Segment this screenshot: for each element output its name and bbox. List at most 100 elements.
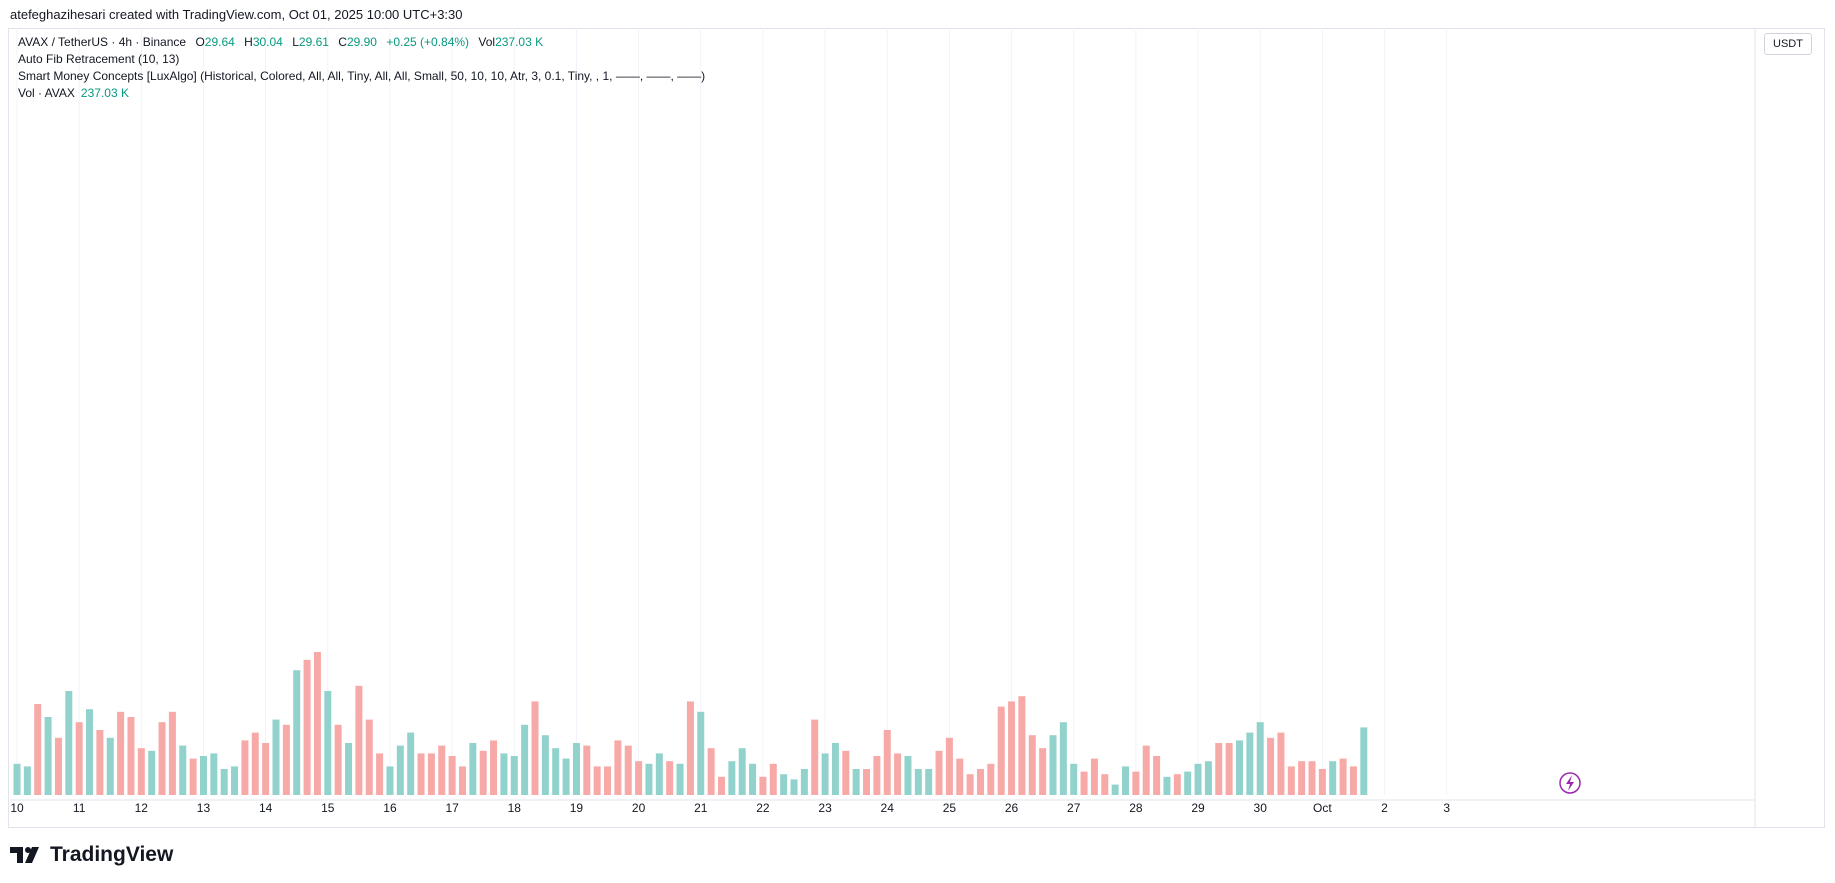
time-tick-label: 22 — [756, 801, 770, 815]
tradingview-brand: TradingView — [50, 843, 174, 866]
time-tick-label: 23 — [818, 801, 832, 815]
time-tick-label: 10 — [10, 801, 24, 815]
volume-bar — [1090, 758, 1098, 795]
volume-bar — [282, 724, 290, 795]
volume-bar — [572, 743, 580, 795]
legend-indicator-smc[interactable]: Smart Money Concepts [LuxAlgo] (Historic… — [18, 69, 706, 83]
volume-bar — [137, 748, 145, 795]
time-tick-label: 28 — [1129, 801, 1143, 815]
legend-indicator-volume[interactable]: Vol · AVAX 237.03 K — [18, 85, 705, 102]
volume-bar — [894, 753, 902, 795]
attribution-text: atefeghazihesari created with TradingVie… — [10, 7, 463, 22]
price-axis: 25.5026.0026.5027.0027.5028.0028.5029.00… — [1754, 28, 1756, 828]
volume-bar — [1360, 727, 1368, 795]
volume-bar — [199, 756, 207, 795]
volume-bar — [1287, 766, 1295, 795]
time-tick-label: 15 — [321, 801, 335, 815]
time-tick-label: 30 — [1254, 801, 1268, 815]
legend-low-value: 29.61 — [298, 35, 329, 49]
volume-bar — [800, 769, 808, 795]
volume-bar — [1215, 743, 1223, 795]
volume-bar — [500, 753, 508, 795]
volume-bar — [1256, 722, 1264, 795]
volume-bar — [334, 724, 342, 795]
volume-bar — [1267, 737, 1275, 795]
time-tick-label: 25 — [943, 801, 957, 815]
legend-high-label: H — [244, 35, 253, 49]
volume-bar — [220, 769, 228, 795]
volume-bar — [127, 717, 135, 795]
volume-bar — [44, 717, 52, 795]
legend-high-value: 30.04 — [252, 35, 283, 49]
volume-bar — [1028, 735, 1036, 795]
volume-bar — [1142, 745, 1150, 795]
volume-bar — [956, 758, 964, 795]
volume-bar — [34, 704, 42, 795]
volume-bar — [272, 719, 280, 795]
volume-bar — [1349, 766, 1357, 795]
volume-bar — [1308, 761, 1316, 795]
volume-bar — [945, 737, 953, 795]
volume-bar — [1235, 740, 1243, 795]
legend-symbol-row[interactable]: AVAX / TetherUS · 4h · Binance O29.64 H3… — [18, 34, 705, 51]
lightning-icon[interactable] — [1559, 772, 1581, 794]
volume-bar — [1132, 771, 1140, 795]
volume-bar — [531, 701, 539, 795]
volume-bar — [1339, 758, 1347, 795]
volume-bar — [231, 766, 239, 795]
legend-open-label: O — [195, 35, 205, 49]
time-tick-label: 21 — [694, 801, 708, 815]
volume-bar — [510, 756, 518, 795]
volume-bar — [624, 745, 632, 795]
volume-bar — [313, 652, 321, 795]
volume-bar — [345, 743, 353, 795]
tradingview-logo[interactable]: TradingView — [10, 843, 173, 867]
volume-bar — [1163, 776, 1171, 795]
volume-bar — [686, 701, 694, 795]
legend-symbol: AVAX / TetherUS · 4h · Binance — [18, 35, 187, 49]
volume-bar — [655, 753, 663, 795]
volume-bar — [987, 763, 995, 795]
volume-bar — [863, 769, 871, 795]
legend-volume-value: 237.03 K — [80, 86, 129, 100]
volume-bar — [541, 735, 549, 795]
volume-bar — [790, 779, 798, 795]
time-tick-label: 27 — [1067, 801, 1081, 815]
time-tick-label: 17 — [445, 801, 459, 815]
volume-bar — [86, 709, 94, 795]
grid-lines — [16, 28, 1448, 795]
time-tick-label: 3 — [1443, 801, 1450, 815]
volume-bar — [96, 730, 104, 795]
volume-bar — [427, 753, 435, 795]
volume-bar — [1039, 748, 1047, 795]
volume-bar — [966, 774, 974, 795]
volume-bar — [1101, 774, 1109, 795]
legend-indicator-fib[interactable]: Auto Fib Retracement (10, 13) — [18, 52, 180, 66]
legend-volume-label: Vol · AVAX — [18, 86, 75, 100]
volume-bar — [521, 724, 529, 795]
volume-series — [13, 652, 1368, 795]
volume-bar — [54, 737, 62, 795]
tradingview-logo-icon — [10, 847, 39, 863]
legend-low-label: L — [292, 35, 299, 49]
volume-bar — [1204, 761, 1212, 795]
volume-bar — [780, 774, 788, 795]
volume-bar — [376, 753, 384, 795]
volume-bar — [925, 769, 933, 795]
volume-bar — [759, 776, 767, 795]
volume-bar — [707, 748, 715, 795]
volume-bar — [23, 766, 31, 795]
volume-bar — [873, 756, 881, 795]
volume-bar — [811, 719, 819, 795]
volume-bar — [386, 766, 394, 795]
volume-bar — [117, 711, 125, 795]
volume-bar — [324, 691, 332, 795]
volume-bar — [407, 732, 415, 795]
volume-bar — [179, 745, 187, 795]
volume-bar — [583, 745, 591, 795]
volume-bar — [883, 730, 891, 795]
volume-bar — [1184, 771, 1192, 795]
currency-selector[interactable]: USDT — [1764, 33, 1812, 55]
volume-bar — [935, 750, 943, 795]
